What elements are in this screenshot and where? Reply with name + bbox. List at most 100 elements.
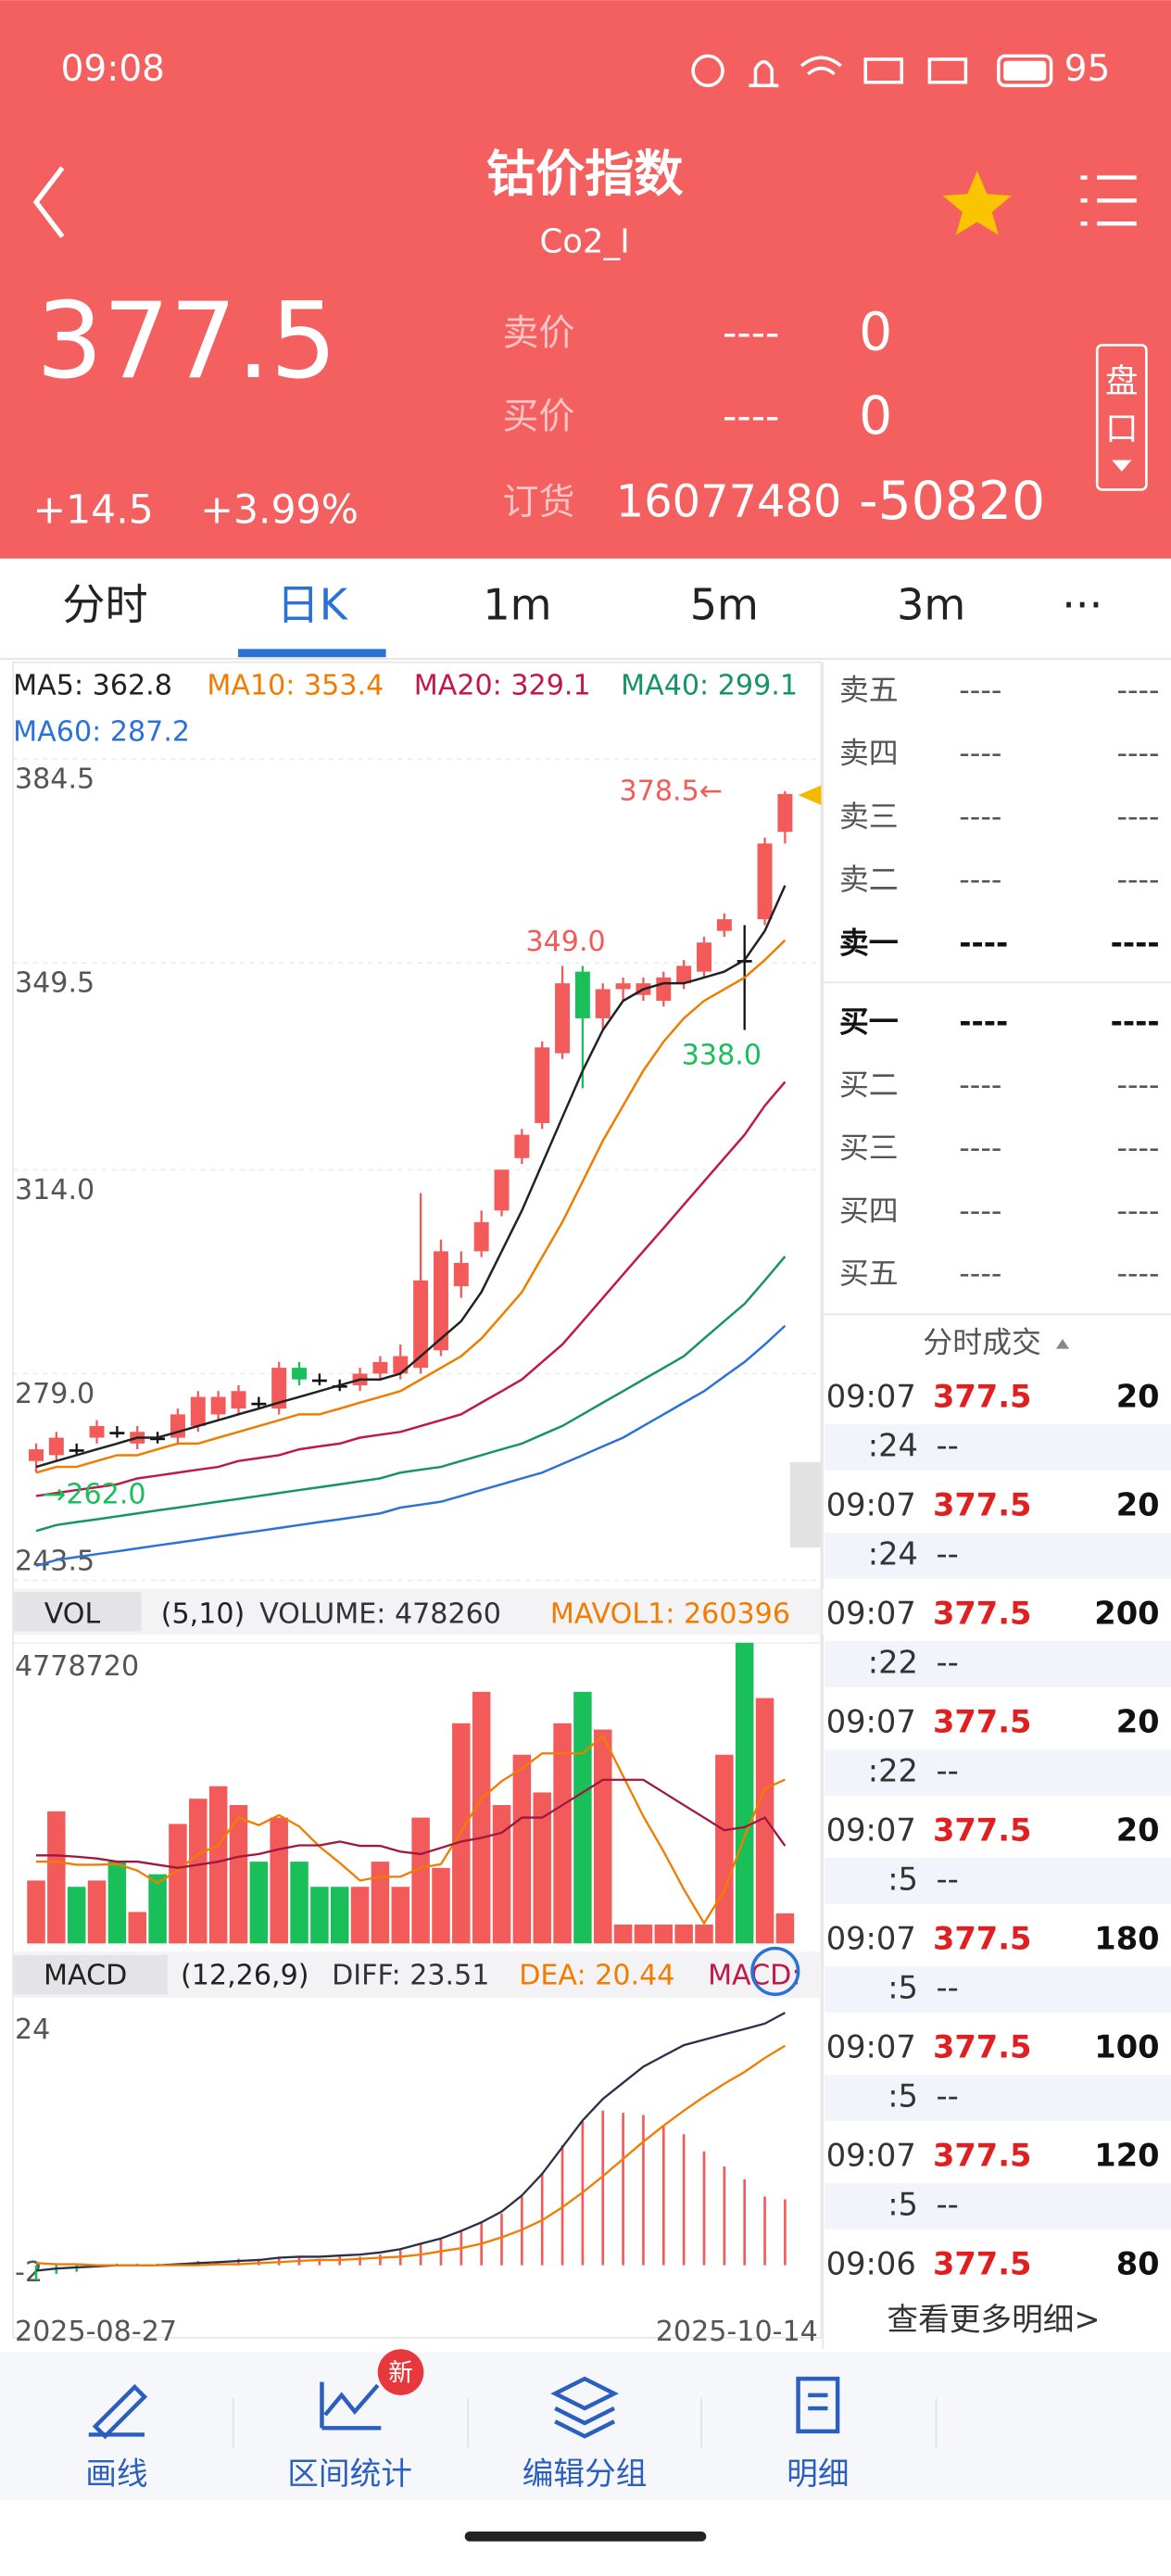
- trade-price: 377.5: [933, 2245, 1032, 2281]
- book-volume: ----: [1111, 925, 1160, 960]
- volume-bar: [169, 1824, 187, 1944]
- panel-button[interactable]: [1095, 344, 1148, 491]
- book-price: ----: [959, 672, 1001, 707]
- trade-time: 09:07: [826, 1703, 916, 1739]
- book-volume: ----: [1117, 736, 1160, 771]
- order-value: 16077480: [616, 476, 842, 527]
- price-annotation: 349.0: [525, 926, 605, 958]
- candle-body: [231, 1391, 246, 1409]
- candle-body: [433, 1251, 448, 1351]
- price-annotation: 378.5←: [620, 776, 723, 808]
- trade-flag: --: [936, 2186, 958, 2222]
- volume-bar: [249, 1862, 269, 1944]
- menu-button[interactable]: [1080, 175, 1137, 226]
- scroll-top-button[interactable]: [750, 1946, 800, 1997]
- candle-body: [109, 1432, 125, 1434]
- tab[interactable]: 日K: [277, 580, 349, 630]
- new-badge-text: 新: [388, 2358, 413, 2387]
- book-volume: ----: [1117, 799, 1160, 834]
- last-price-pointer: [798, 785, 822, 805]
- nav-item[interactable]: 画线: [85, 2456, 147, 2492]
- trade-time: 09:07: [826, 1486, 916, 1522]
- volume-bar: [148, 1874, 167, 1944]
- tab[interactable]: 5m: [690, 580, 759, 630]
- trades-title[interactable]: 分时成交: [923, 1324, 1041, 1359]
- trade-seconds: :22: [868, 1644, 918, 1680]
- tab[interactable]: 分时: [62, 580, 147, 630]
- candle-body: [757, 843, 773, 920]
- trade-time: 09:07: [826, 1920, 916, 1956]
- volume-bar: [735, 1642, 754, 1944]
- book-volume: ----: [1117, 1256, 1160, 1291]
- dea-value: DEA: 20.44: [519, 1959, 674, 1991]
- bid-price: ----: [723, 395, 779, 440]
- macd-params: (12,26,9): [181, 1959, 309, 1991]
- nav-item[interactable]: 区间统计: [287, 2456, 412, 2492]
- trade-flag: --: [936, 1969, 958, 2005]
- more-details-link[interactable]: 查看更多明细>: [887, 2302, 1100, 2338]
- candle-body: [716, 919, 732, 931]
- trade-flag: --: [936, 1752, 958, 1788]
- trade-price: 377.5: [933, 1486, 1032, 1522]
- candle-body: [29, 1449, 44, 1461]
- trade-seconds: :24: [868, 1535, 918, 1572]
- trade-price: 377.5: [933, 1595, 1032, 1631]
- book-volume: ----: [1117, 1193, 1160, 1228]
- volume-bar: [432, 1867, 450, 1944]
- nav-item[interactable]: 明细: [787, 2456, 849, 2492]
- trade-sub-background: [824, 1641, 1171, 1687]
- panel-button-text: 盘: [1105, 362, 1138, 400]
- book-price: ----: [959, 1130, 1001, 1165]
- macd-tag-box: [13, 1954, 168, 1995]
- page-title: 钴价指数: [486, 145, 685, 203]
- y-tick-label: 384.5: [15, 764, 94, 796]
- trade-flag: --: [936, 2077, 958, 2114]
- sort-arrow: [1055, 1338, 1070, 1349]
- candle-body: [89, 1425, 105, 1438]
- tab[interactable]: ···: [1062, 580, 1102, 630]
- book-price: ----: [959, 1193, 1001, 1228]
- volume-bar: [634, 1924, 653, 1944]
- volume-bar: [411, 1817, 430, 1944]
- tab[interactable]: 1m: [483, 580, 551, 630]
- x-date-label: 2025-08-27: [15, 2316, 177, 2348]
- price-annotation: 338.0: [682, 1039, 762, 1071]
- vol-header: [13, 1588, 822, 1635]
- back-button[interactable]: [32, 166, 65, 239]
- volume-bar: [87, 1880, 107, 1944]
- trade-volume: 100: [1094, 2028, 1159, 2065]
- trade-time: 09:07: [826, 2028, 916, 2065]
- order-label: 订货: [502, 482, 574, 524]
- book-price: ----: [959, 736, 1001, 771]
- battery-text: 95: [1064, 48, 1111, 90]
- candle-body: [190, 1396, 206, 1426]
- trade-time: 09:06: [826, 2245, 916, 2281]
- favorite-star[interactable]: [942, 170, 1013, 235]
- trade-price: 377.5: [933, 1812, 1032, 1848]
- trade-volume: 20: [1116, 1812, 1160, 1848]
- status-icons: [691, 54, 1053, 88]
- candle-body: [494, 1169, 510, 1211]
- trade-sub-background: [824, 2075, 1171, 2121]
- book-price: ----: [959, 1067, 1001, 1102]
- bid-label: 买价: [502, 397, 574, 438]
- y-tick-label: -2: [15, 2256, 43, 2289]
- volume-bar: [330, 1887, 349, 1944]
- tab[interactable]: 3m: [897, 580, 965, 630]
- collapse-handle[interactable]: [789, 1461, 822, 1548]
- trade-volume: 180: [1094, 1920, 1159, 1956]
- candle-body: [251, 1402, 267, 1406]
- trade-volume: 20: [1116, 1486, 1160, 1522]
- volume-bar: [371, 1862, 390, 1944]
- candle-body: [676, 966, 692, 984]
- volume-bar: [270, 1817, 288, 1944]
- book-label: 卖三: [839, 799, 899, 834]
- candle-body: [514, 1134, 530, 1158]
- trade-price: 377.5: [933, 1703, 1032, 1739]
- trade-flag: --: [936, 1535, 958, 1572]
- book-label: 买一: [839, 1004, 899, 1040]
- nav-item[interactable]: 编辑分组: [523, 2456, 648, 2492]
- candle-body: [535, 1047, 550, 1124]
- book-price: ----: [959, 799, 1001, 834]
- book-label: 买三: [839, 1130, 899, 1165]
